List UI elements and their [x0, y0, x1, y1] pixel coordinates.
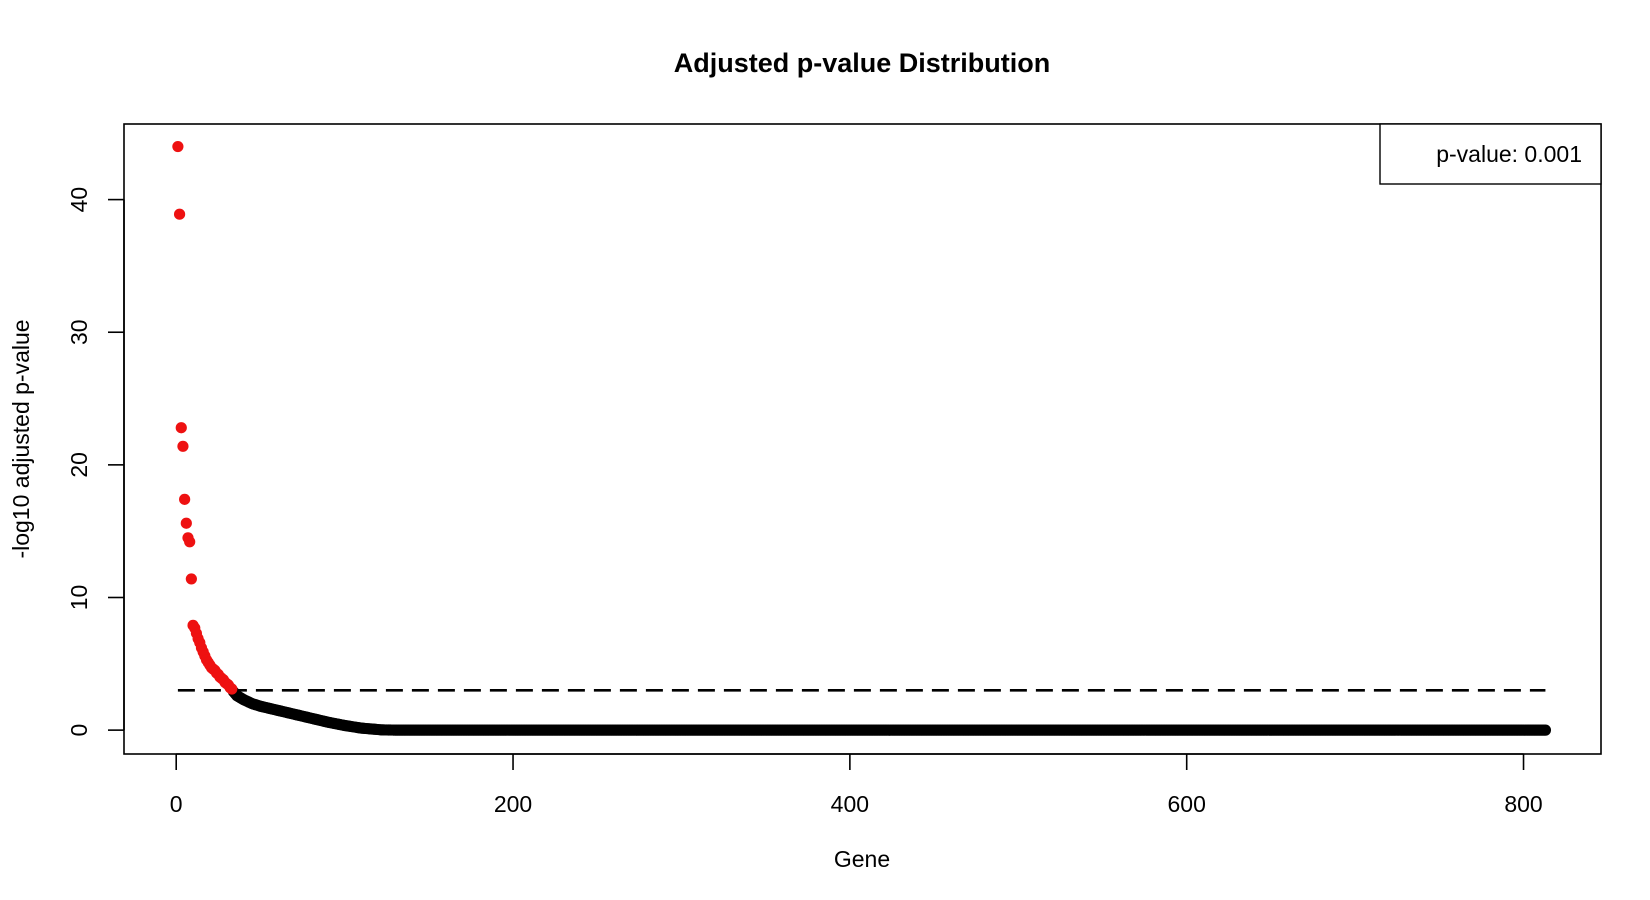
significant-gene-point: [179, 493, 191, 505]
significant-gene-point: [172, 140, 184, 153]
significant-gene-point: [180, 517, 192, 529]
significant-gene-point: [184, 536, 196, 548]
legend: p-value: 0.001: [1379, 123, 1602, 185]
x-tick-label: 200: [494, 791, 532, 817]
y-tick-label: 30: [66, 319, 92, 345]
y-axis-label: -log10 adjusted p-value: [8, 319, 34, 558]
data-points: [172, 140, 1552, 736]
y-tick-label: 20: [66, 452, 92, 478]
legend-text: p-value: 0.001: [1436, 141, 1582, 167]
chart-title: Adjusted p-value Distribution: [674, 48, 1051, 78]
y-tick-label: 40: [66, 187, 92, 213]
y-tick-label: 0: [66, 724, 92, 737]
gene-point: [1539, 724, 1552, 736]
significant-gene-point: [175, 422, 187, 434]
significant-gene-point: [177, 440, 189, 452]
y-axis: 0 10 20 30 40: [66, 187, 125, 737]
x-axis: 0 200 400 600 800: [170, 753, 1543, 817]
significant-gene-point: [185, 573, 197, 585]
x-axis-label: Gene: [834, 846, 890, 872]
x-tick-label: 600: [1168, 791, 1206, 817]
significant-gene-point: [173, 208, 186, 220]
x-tick-label: 0: [170, 791, 183, 817]
legend-box: [1379, 123, 1602, 185]
plot-frame: [123, 123, 1602, 755]
y-tick-label: 10: [66, 585, 92, 611]
significant-gene-point: [226, 683, 238, 695]
x-tick-label: 800: [1504, 791, 1542, 817]
x-tick-label: 400: [831, 791, 869, 817]
